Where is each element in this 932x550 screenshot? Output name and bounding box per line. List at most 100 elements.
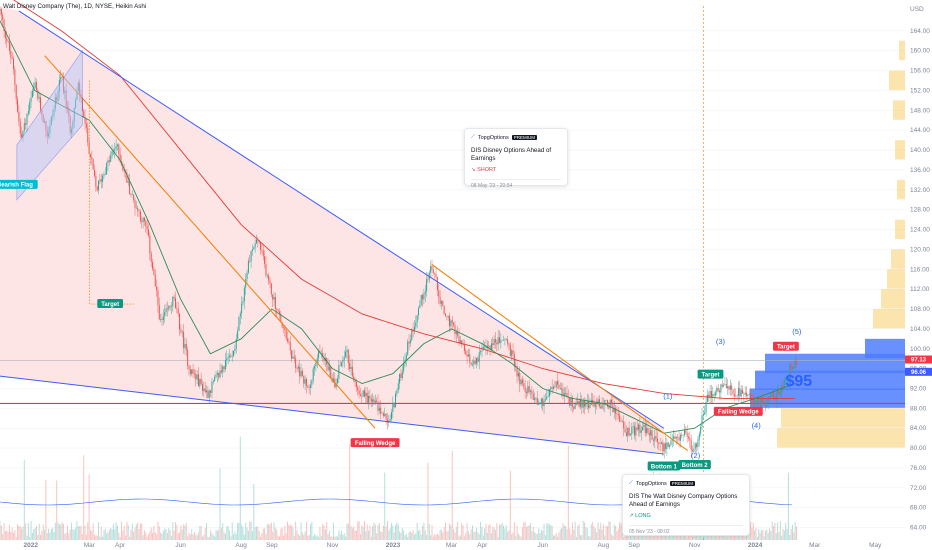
- price-tag: 96.06: [911, 370, 927, 376]
- volume-bar: [353, 526, 355, 540]
- candle-body: [694, 443, 696, 449]
- volume-bar: [462, 525, 464, 540]
- candle-body: [593, 402, 595, 407]
- candle-body: [453, 322, 455, 326]
- idea-card-short[interactable]: ⟋ TopgOptions PREMIUM DIS Disney Options A…: [464, 128, 568, 189]
- candle-body: [500, 340, 502, 343]
- volume-bar: [245, 522, 247, 540]
- volume-bar: [177, 533, 179, 540]
- volume-bar: [44, 529, 46, 540]
- candle-body: [400, 373, 402, 379]
- candle-body: [18, 111, 20, 122]
- volume-bar: [80, 525, 82, 540]
- candle-body: [467, 354, 469, 357]
- volume-bar: [287, 521, 289, 540]
- candle-body: [539, 402, 541, 404]
- volume-bar: [550, 525, 552, 540]
- volume-bar: [442, 532, 444, 540]
- candle-body: [584, 400, 586, 407]
- annotation-label: Target: [101, 302, 119, 308]
- annotation-label: Bearish Flag: [0, 183, 33, 189]
- candle-body: [526, 391, 527, 394]
- candle-body: [358, 390, 360, 395]
- volume-bar: [412, 530, 414, 540]
- candle-body: [260, 242, 262, 250]
- volume-bar: [536, 533, 538, 540]
- volume-bar: [578, 523, 580, 540]
- volume-bar: [142, 535, 144, 540]
- volume-bar: [293, 535, 295, 540]
- volume-bar: [288, 525, 290, 540]
- volume-bar: [586, 528, 588, 540]
- volume-bar: [759, 532, 761, 540]
- volume-bar: [430, 535, 432, 540]
- candle-body: [457, 332, 459, 336]
- candle-body: [413, 327, 415, 332]
- candle-body: [438, 290, 440, 298]
- candle-body: [253, 247, 255, 250]
- candle-body: [11, 57, 13, 59]
- volume-bar: [88, 474, 90, 540]
- candle-body: [185, 344, 187, 351]
- candle-body: [443, 305, 445, 314]
- candle-body: [534, 398, 536, 400]
- price-tick: 120.00: [910, 246, 930, 253]
- candle-body: [505, 339, 507, 340]
- candle-body: [771, 391, 773, 394]
- candle-body: [708, 394, 710, 398]
- candle-body: [677, 436, 679, 438]
- candle-body: [416, 315, 418, 323]
- volume-bar: [686, 536, 688, 540]
- candle-body: [790, 364, 792, 370]
- volume-bar: [237, 522, 239, 540]
- candle-body: [553, 386, 554, 389]
- candle-body: [276, 309, 278, 311]
- volume-bar: [187, 536, 189, 540]
- candle-body: [445, 313, 446, 317]
- idea-title: DIS Disney Options Ahead of Earnings: [471, 147, 552, 162]
- idea-card-long[interactable]: ⟋ TopgOptions PREMIUM DIS The Walt Disney …: [622, 474, 750, 536]
- volume-bar: [754, 530, 756, 540]
- annotation-label: Falling Wedge: [355, 441, 396, 447]
- price-tick: 124.00: [910, 227, 930, 234]
- candle-body: [57, 91, 59, 102]
- candle-body: [661, 442, 662, 444]
- volume-bar: [334, 536, 336, 540]
- volume-bar: [308, 534, 310, 540]
- trend-down-icon: ↘: [471, 167, 478, 173]
- volume-bar: [604, 535, 606, 540]
- volume-bar: [98, 522, 100, 540]
- candle-body: [796, 360, 797, 365]
- volume-bar: [239, 436, 241, 540]
- volume-bar: [420, 534, 422, 540]
- candle-body: [139, 211, 141, 221]
- volume-bar: [338, 530, 340, 540]
- volume-bar: [56, 480, 58, 540]
- candle-body: [137, 207, 139, 211]
- volume-bar: [542, 530, 544, 540]
- candle-body: [769, 396, 770, 398]
- candle-body: [369, 396, 371, 399]
- candle-body: [289, 342, 291, 351]
- price-tick: 68.00: [910, 505, 927, 512]
- volume-bar: [197, 532, 199, 540]
- volume-bar: [724, 533, 726, 540]
- volume-bar: [346, 523, 348, 540]
- volume-bar: [779, 521, 781, 540]
- candle-body: [494, 339, 496, 343]
- candle-body: [763, 401, 765, 404]
- volume-bar: [203, 534, 205, 540]
- volume-bar: [400, 532, 402, 540]
- volume-bar: [374, 524, 376, 540]
- candle-body: [501, 339, 503, 341]
- candle-body: [692, 450, 694, 452]
- candle-body: [249, 260, 251, 262]
- candle-body: [450, 320, 452, 327]
- candle-body: [685, 430, 687, 433]
- candle-body: [281, 322, 283, 328]
- volume-bar: [571, 522, 573, 540]
- volume-bar: [646, 533, 648, 540]
- candle-body: [517, 372, 519, 377]
- candle-body: [287, 338, 289, 342]
